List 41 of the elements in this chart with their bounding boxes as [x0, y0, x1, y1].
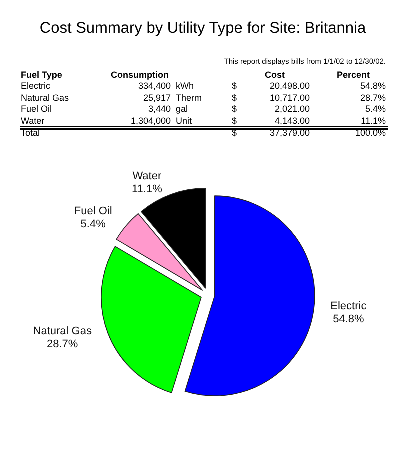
text: Total: [21, 128, 40, 138]
text: Consumption: [111, 70, 169, 81]
text: $: [232, 104, 238, 115]
text: Percent: [337, 70, 370, 81]
text: 2,021.00: [274, 104, 310, 115]
data-label: 5.4%: [80, 218, 106, 230]
text: $: [232, 128, 238, 138]
text: 28.7%: [360, 92, 386, 104]
text: 37,379.00: [270, 128, 310, 138]
text: Natural Gas: [21, 92, 70, 104]
text: 1,304,000: [130, 116, 171, 126]
text: $: [232, 81, 238, 92]
text: Therm: [176, 92, 202, 104]
text: Cost Summary by Utility Type for Site: Britannia: [40, 20, 366, 38]
text: kWh: [176, 81, 194, 92]
text: $: [232, 116, 238, 126]
slice-label: Electric: [330, 300, 368, 312]
text: 54.8%: [360, 81, 386, 92]
text: $: [232, 92, 238, 104]
text: 100.0%: [355, 128, 386, 138]
data-label: 28.7%: [47, 338, 78, 350]
slice-label: Fuel Oil: [74, 206, 112, 218]
text: gal: [176, 104, 188, 115]
slice-label: Water: [132, 170, 162, 183]
text: 3,440: [148, 104, 171, 115]
data-label: 54.8%: [333, 313, 364, 326]
text: Fuel Oil: [21, 104, 52, 115]
text: Electric: [21, 81, 51, 92]
text: 5.4%: [365, 104, 386, 115]
text: 25,917: [143, 92, 171, 104]
text: 11.1%: [361, 116, 386, 126]
text: 334,400: [138, 81, 171, 92]
text: 20,498.00: [270, 81, 310, 92]
text: 10,717.00: [270, 92, 310, 104]
text: Water: [21, 116, 45, 126]
text: Fuel Type: [21, 70, 62, 81]
text: Unit: [176, 116, 192, 126]
text: 4,143.00: [274, 116, 310, 126]
text: Cost: [265, 70, 285, 81]
data-label: 11.1%: [132, 184, 163, 196]
slice-label: Natural Gas: [33, 325, 92, 338]
